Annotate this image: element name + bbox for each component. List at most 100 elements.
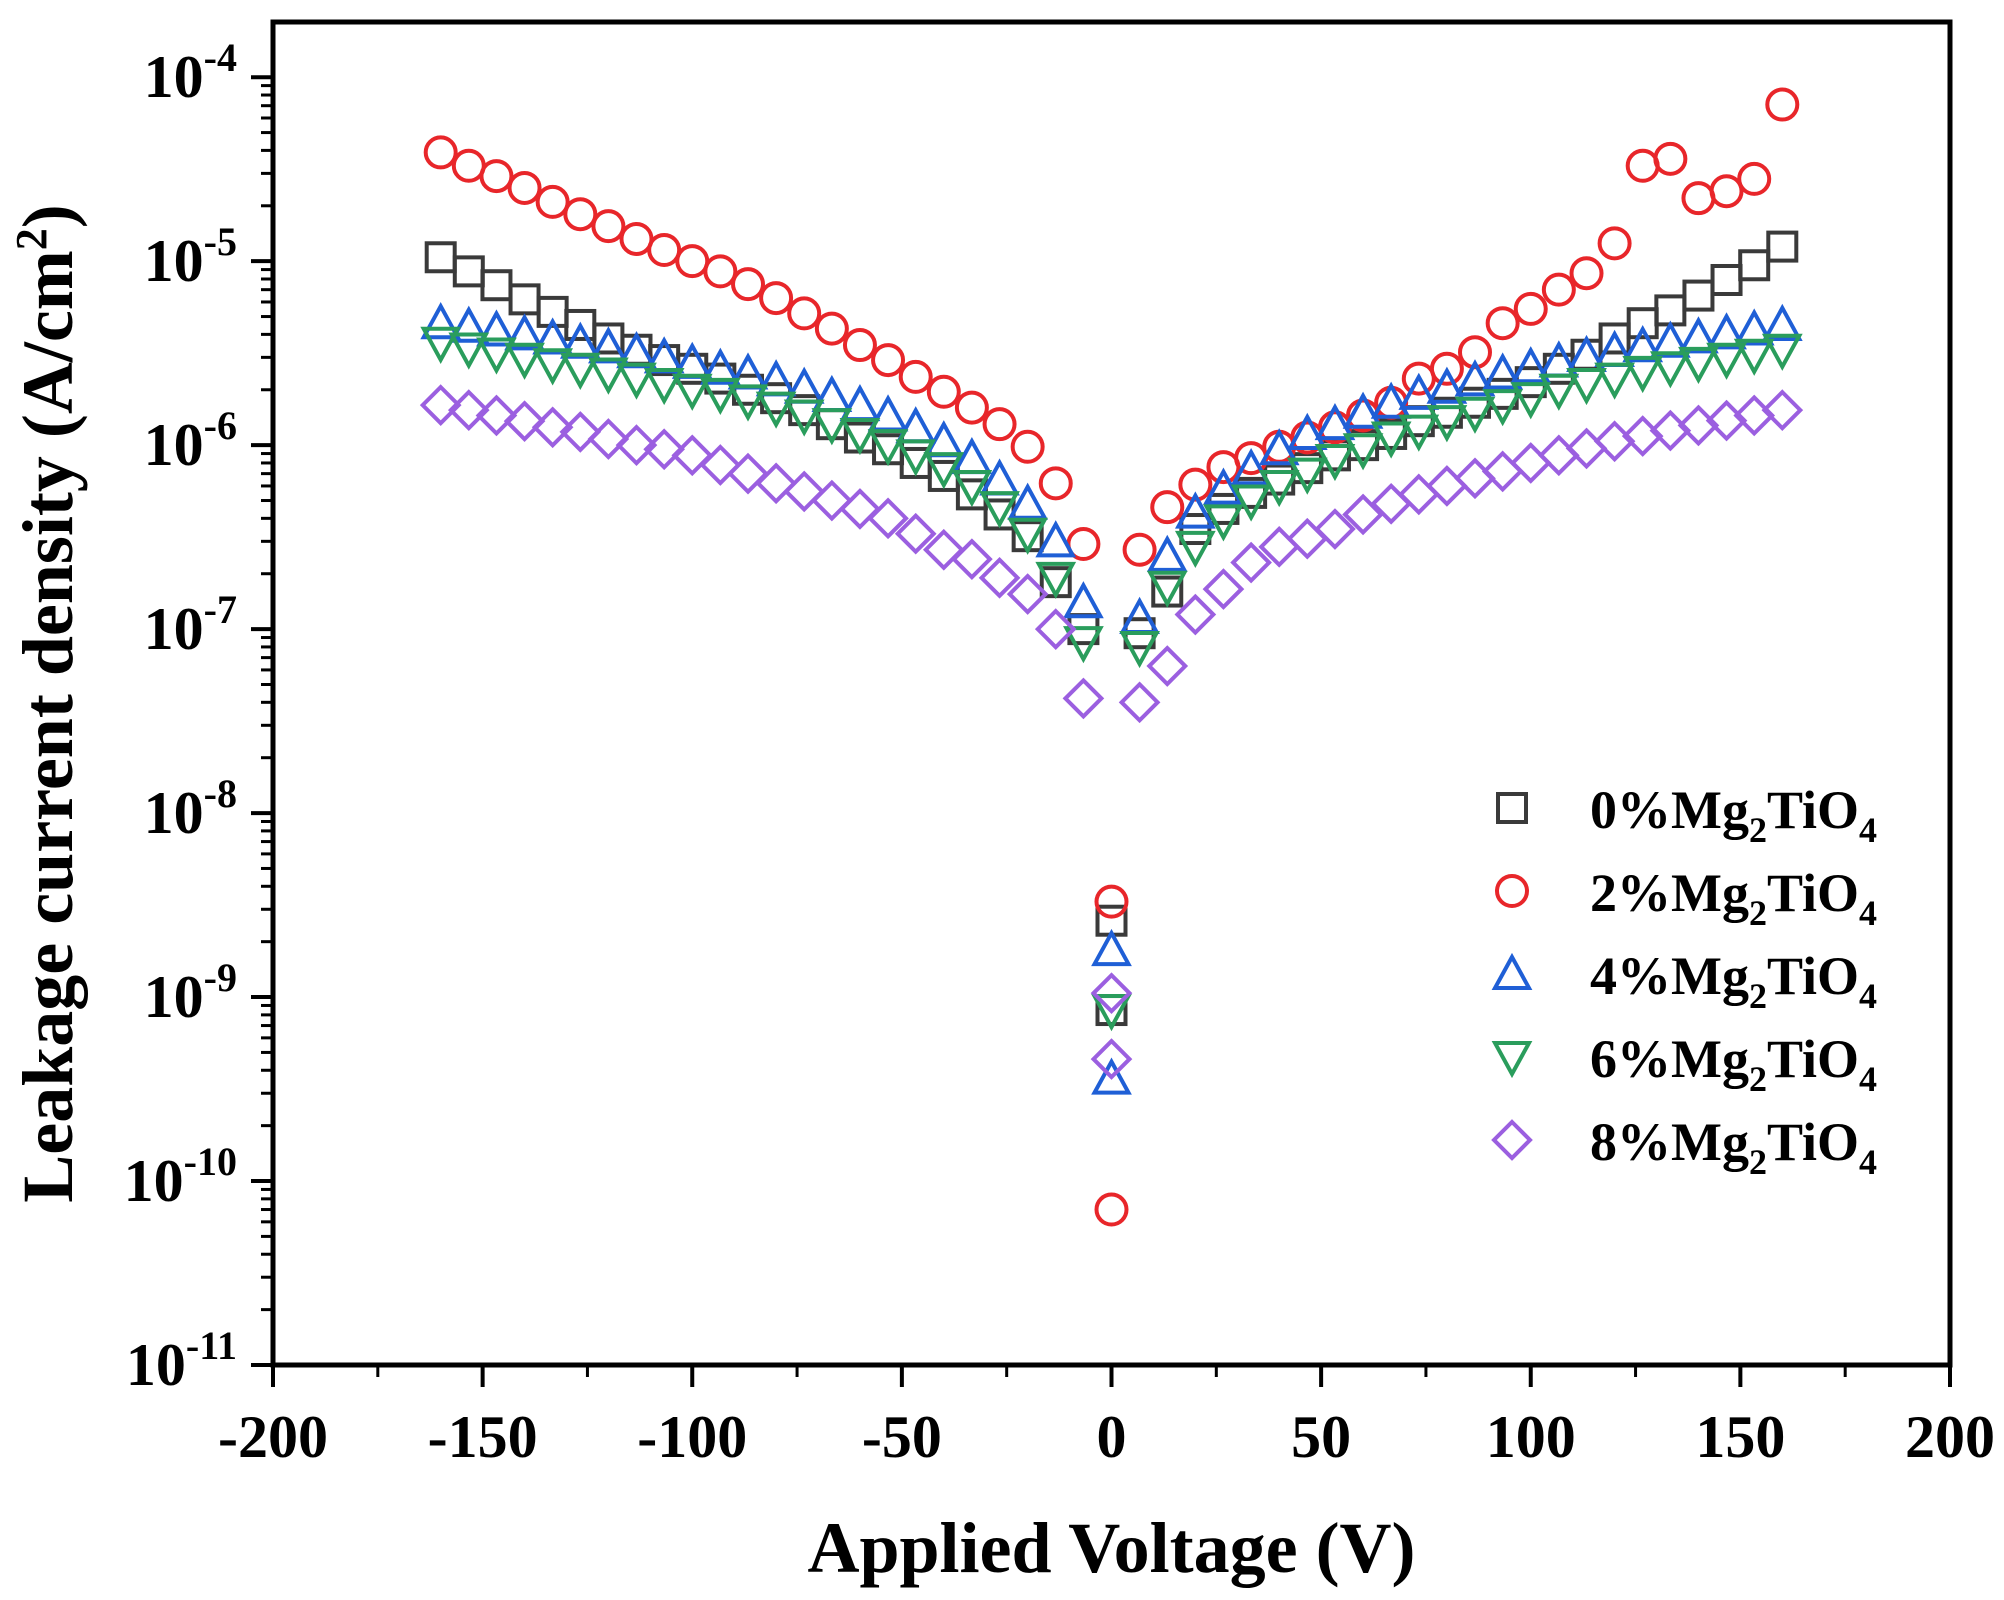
data-point — [951, 538, 993, 580]
data-point — [1654, 294, 1687, 327]
x-tick-label: 100 — [1486, 1404, 1576, 1470]
y-tick-label: 10-4 — [144, 35, 237, 110]
data-point — [839, 417, 881, 456]
data-point — [1765, 87, 1800, 122]
data-point — [532, 348, 574, 386]
data-point — [727, 384, 769, 422]
data-point — [419, 384, 462, 426]
y-tick-label: 10-8 — [144, 771, 237, 846]
legend-label: 6%Mg2TiO4 — [1590, 1029, 1877, 1099]
data-point — [1122, 532, 1157, 567]
data-point — [1682, 279, 1715, 312]
data-point — [1314, 403, 1356, 441]
data-point — [591, 209, 626, 244]
data-point — [923, 452, 965, 490]
data-point — [616, 362, 657, 400]
legend: 0%Mg2TiO4 2%Mg2TiO4 4%Mg2TiO4 6%Mg2TiO4 8%Mg… — [1491, 780, 1877, 1182]
data-point — [1766, 230, 1799, 263]
data-point — [1179, 513, 1212, 546]
data-point — [1597, 226, 1632, 261]
data-point — [1541, 272, 1576, 307]
data-point — [1761, 303, 1803, 341]
x-tick-label: 50 — [1291, 1404, 1351, 1470]
data-point — [951, 469, 993, 508]
data-point — [1653, 141, 1688, 176]
data-point — [1538, 373, 1580, 411]
data-point — [480, 269, 513, 302]
data-point — [1429, 351, 1464, 386]
data-point — [1174, 593, 1217, 636]
data-point — [1091, 994, 1132, 1032]
data-point — [1566, 367, 1607, 406]
data-point — [1119, 630, 1160, 669]
data-point — [420, 326, 462, 364]
data-point — [1007, 517, 1049, 555]
data-point — [1649, 351, 1691, 389]
data-point — [1482, 352, 1524, 390]
data-point — [619, 221, 654, 256]
data-point — [731, 267, 766, 302]
series-diamond — [419, 384, 1804, 1080]
data-point — [1063, 581, 1104, 619]
data-point — [504, 313, 545, 351]
data-point — [563, 197, 598, 232]
data-point — [894, 512, 937, 555]
data-point — [1063, 626, 1104, 664]
x-tick-label: -50 — [862, 1404, 942, 1470]
data-point — [447, 389, 490, 431]
data-point — [1206, 450, 1241, 485]
data-point — [1146, 645, 1189, 687]
data-point — [699, 377, 741, 416]
data-point — [559, 352, 601, 390]
data-point — [1202, 568, 1245, 610]
data-point — [643, 367, 685, 406]
data-point — [615, 424, 658, 466]
data-point — [1370, 381, 1412, 419]
data-point — [1090, 972, 1133, 1014]
data-point — [1738, 249, 1771, 282]
data-point — [1314, 444, 1356, 482]
data-point — [1286, 457, 1328, 495]
data-point — [1342, 391, 1384, 429]
data-point — [1513, 291, 1548, 326]
data-point — [479, 159, 514, 194]
data-point — [1010, 429, 1045, 464]
data-point — [895, 439, 937, 477]
data-point — [1146, 534, 1188, 572]
legend-label: 0%Mg2TiO4 — [1590, 780, 1877, 850]
data-point — [1706, 312, 1747, 350]
y-tick-label: 10-10 — [124, 1139, 237, 1214]
data-point — [420, 302, 462, 340]
data-point — [1426, 366, 1468, 404]
data-point — [1622, 355, 1664, 394]
data-point — [1034, 608, 1077, 650]
data-point — [867, 429, 909, 467]
data-point — [1146, 570, 1188, 608]
data-point — [1230, 541, 1272, 584]
data-point — [587, 418, 630, 460]
data-point — [1230, 484, 1272, 522]
y-axis-title: Leakage current density (A/cm2) — [7, 204, 88, 1203]
data-point — [531, 406, 574, 449]
data-point — [423, 135, 458, 170]
data-point — [1286, 412, 1328, 450]
data-point — [448, 332, 490, 370]
y-tick-label: 10-7 — [144, 587, 237, 662]
data-point — [1710, 263, 1743, 296]
data-point — [1594, 362, 1635, 400]
x-tick-label: -100 — [637, 1404, 747, 1470]
data-point — [643, 428, 685, 471]
data-point — [1678, 316, 1719, 354]
y-tick-label: 10-5 — [144, 219, 237, 294]
data-point — [759, 281, 794, 316]
data-point — [1203, 467, 1244, 505]
data-point — [867, 497, 909, 540]
data-point — [1038, 466, 1073, 501]
x-tick-label: 0 — [1097, 1404, 1127, 1470]
x-tick-label: -150 — [428, 1404, 538, 1470]
data-point — [1454, 359, 1496, 397]
data-point — [1094, 884, 1129, 919]
data-point — [1510, 382, 1552, 420]
data-point — [978, 556, 1021, 599]
